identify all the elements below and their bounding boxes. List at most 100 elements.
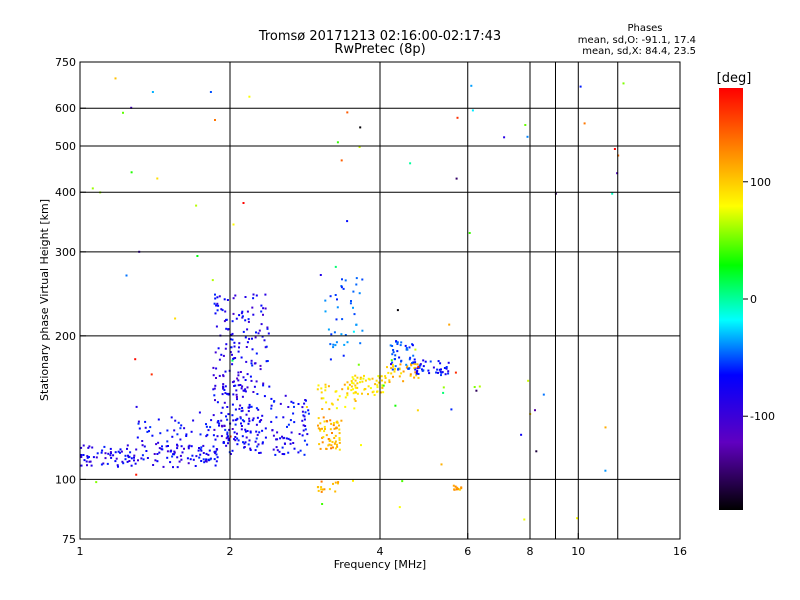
data-point bbox=[161, 445, 163, 448]
data-point bbox=[413, 376, 416, 379]
data-point bbox=[302, 429, 305, 432]
data-point bbox=[303, 415, 306, 418]
data-point bbox=[334, 490, 337, 493]
data-point bbox=[304, 425, 307, 427]
data-point bbox=[323, 420, 326, 423]
data-point bbox=[456, 116, 459, 119]
data-point bbox=[127, 456, 130, 459]
data-point bbox=[198, 456, 201, 459]
data-point bbox=[373, 394, 376, 396]
data-point bbox=[255, 407, 258, 410]
data-point bbox=[216, 456, 219, 459]
data-point bbox=[213, 450, 216, 453]
data-point bbox=[353, 313, 356, 316]
data-point bbox=[344, 334, 347, 336]
data-point bbox=[354, 386, 357, 389]
data-point bbox=[361, 380, 364, 383]
data-point bbox=[399, 363, 402, 366]
data-point bbox=[349, 302, 352, 305]
data-point bbox=[242, 330, 245, 333]
data-point bbox=[210, 419, 213, 422]
data-point bbox=[236, 432, 238, 435]
data-point bbox=[289, 438, 292, 441]
data-point bbox=[126, 460, 129, 463]
data-point bbox=[386, 366, 388, 369]
data-point bbox=[526, 135, 529, 138]
colorbar bbox=[719, 88, 743, 510]
data-point bbox=[109, 451, 112, 454]
data-point bbox=[336, 141, 339, 144]
data-point bbox=[239, 416, 242, 419]
data-point bbox=[254, 449, 257, 452]
colorbar-tick-label: 100 bbox=[750, 176, 771, 189]
data-point bbox=[418, 364, 421, 367]
data-point bbox=[151, 434, 154, 437]
data-point bbox=[126, 447, 128, 450]
data-point bbox=[149, 426, 152, 429]
data-point bbox=[231, 338, 234, 341]
data-point bbox=[407, 367, 410, 370]
data-point bbox=[239, 417, 242, 420]
data-point bbox=[346, 111, 349, 114]
data-point bbox=[227, 413, 230, 416]
y-tick-label: 200 bbox=[55, 330, 76, 343]
data-point bbox=[611, 192, 614, 195]
data-point bbox=[217, 347, 220, 350]
data-point bbox=[320, 387, 323, 390]
data-point bbox=[263, 395, 266, 398]
data-point bbox=[327, 438, 330, 440]
y-tick-label: 100 bbox=[55, 473, 76, 486]
x-tick-label: 8 bbox=[527, 545, 534, 558]
data-point bbox=[151, 91, 154, 93]
data-point bbox=[95, 456, 98, 459]
data-point bbox=[233, 345, 236, 348]
data-point bbox=[282, 416, 285, 419]
data-point bbox=[520, 433, 523, 436]
data-point bbox=[392, 351, 395, 354]
data-point bbox=[256, 433, 259, 436]
data-point bbox=[262, 382, 265, 385]
data-point bbox=[180, 424, 183, 427]
data-point bbox=[156, 177, 159, 180]
data-point bbox=[117, 450, 120, 453]
data-point bbox=[256, 445, 259, 448]
data-point bbox=[176, 433, 179, 436]
data-point bbox=[241, 395, 244, 398]
data-point bbox=[358, 146, 361, 148]
data-point bbox=[245, 436, 248, 439]
data-point bbox=[226, 406, 229, 408]
data-point bbox=[352, 378, 355, 381]
data-point bbox=[245, 360, 248, 363]
data-point bbox=[382, 384, 385, 387]
data-point bbox=[422, 365, 425, 368]
data-point bbox=[318, 443, 321, 446]
data-point bbox=[352, 479, 354, 482]
data-point bbox=[169, 461, 172, 464]
data-point bbox=[237, 350, 240, 353]
data-point bbox=[323, 488, 326, 491]
y-axis-ticks: 75 100 200 300 400 500 600 750 bbox=[55, 56, 86, 546]
data-point bbox=[267, 332, 270, 335]
data-point bbox=[321, 436, 324, 439]
data-point bbox=[119, 451, 121, 454]
data-point bbox=[229, 453, 232, 455]
data-point bbox=[323, 430, 326, 433]
data-point bbox=[172, 453, 175, 456]
data-point bbox=[249, 447, 252, 450]
data-point bbox=[230, 346, 233, 349]
data-point bbox=[328, 440, 331, 442]
data-point bbox=[376, 390, 379, 393]
data-point bbox=[381, 386, 384, 389]
data-point bbox=[405, 366, 408, 369]
data-point bbox=[249, 375, 252, 378]
data-point bbox=[221, 406, 224, 409]
data-point bbox=[287, 423, 290, 426]
data-point bbox=[80, 464, 83, 467]
data-point bbox=[299, 449, 302, 452]
data-point bbox=[409, 356, 412, 359]
data-point bbox=[274, 453, 277, 456]
data-point bbox=[394, 354, 397, 357]
data-point bbox=[244, 430, 247, 433]
data-point bbox=[231, 359, 234, 362]
